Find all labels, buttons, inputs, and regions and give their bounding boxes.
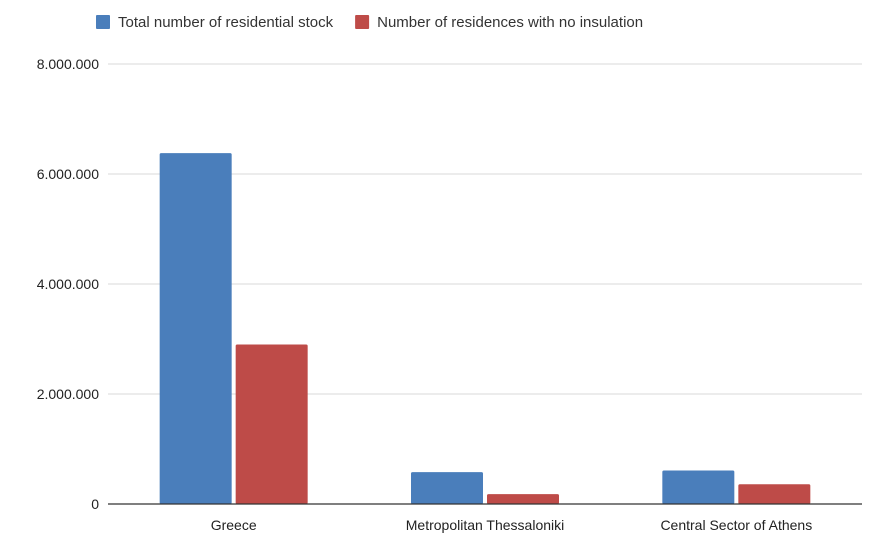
legend-swatch — [355, 15, 370, 29]
x-axis-labels: Greece Metropolitan Thessaloniki Central S… — [211, 517, 813, 533]
bar-total-stock-2 — [411, 472, 483, 504]
y-tick-label: 4.000.000 — [37, 276, 99, 292]
y-axis-ticks: 0 2.000.000 4.000.000 6.000.000 8.000.000 — [37, 56, 100, 512]
bar-total-stock-1 — [159, 153, 232, 504]
y-tick-label: 6.000.000 — [37, 166, 99, 182]
bar-no-insulation-3 — [738, 484, 811, 504]
legend-swatch — [96, 15, 110, 29]
x-tick-label: Greece — [211, 517, 257, 533]
y-tick-label: 8.000.000 — [37, 56, 99, 72]
legend-label: Number of residences with no insulation — [377, 14, 643, 31]
x-tick-label: Central Sector of Athens — [660, 517, 812, 533]
y-tick-label: 2.000.000 — [37, 386, 99, 402]
legend: Total number of residential stock Number … — [96, 14, 643, 31]
x-tick-label: Metropolitan Thessaloniki — [406, 517, 565, 533]
bar-no-insulation-2 — [487, 494, 559, 504]
bar-total-stock-3 — [662, 470, 735, 504]
y-tick-label: 0 — [91, 496, 99, 512]
gridlines — [108, 63, 862, 395]
legend-label: Total number of residential stock — [118, 14, 334, 31]
bars — [159, 153, 811, 504]
bar-no-insulation-1 — [235, 344, 308, 504]
